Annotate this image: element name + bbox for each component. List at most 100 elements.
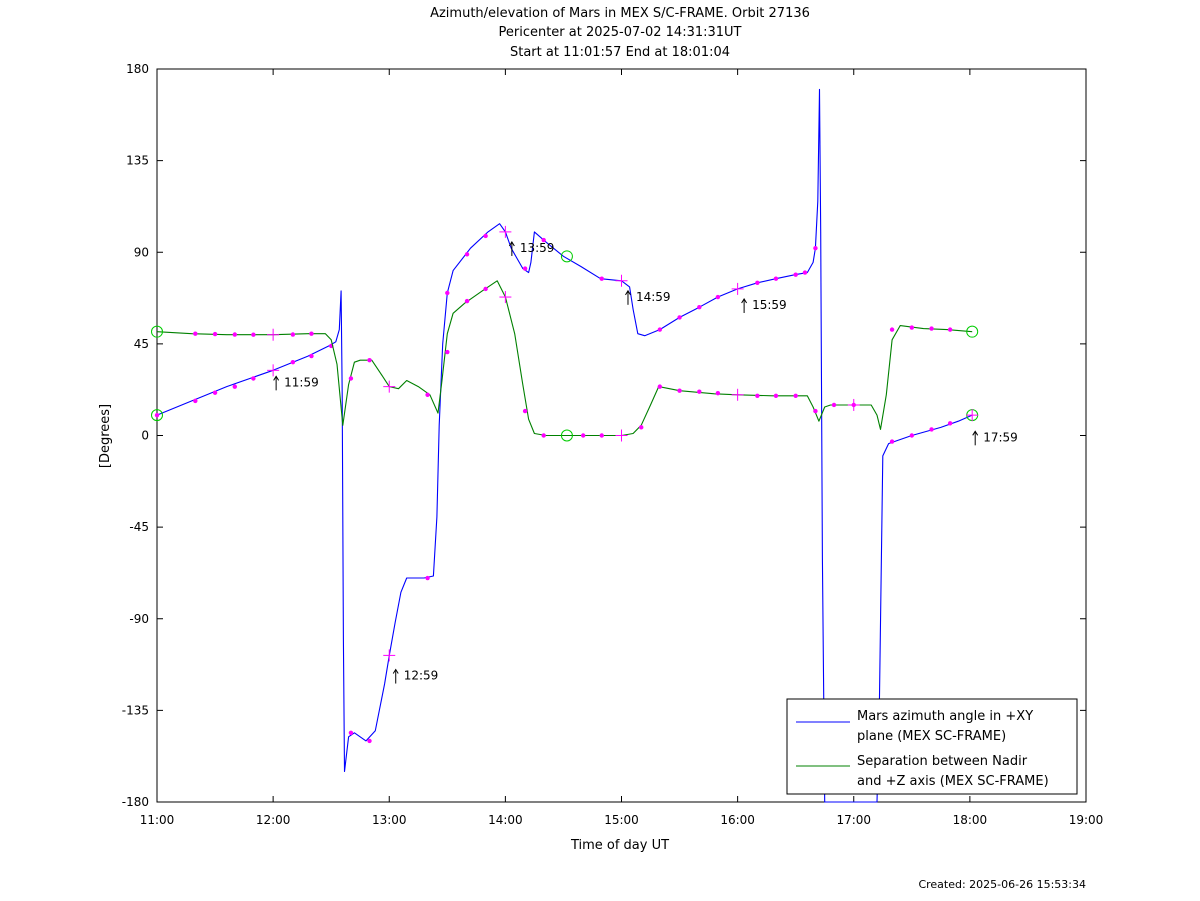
- series-layer: [151, 88, 979, 803]
- legend-label-separation-line-2: and +Z axis (MEX SC-FRAME): [857, 774, 1049, 789]
- series-line-azimuth: [156, 88, 973, 803]
- point-marker-separation: [813, 408, 818, 414]
- point-marker-separation: [541, 433, 546, 438]
- point-marker-separation: [909, 325, 915, 330]
- point-marker-azimuth: [309, 353, 314, 359]
- point-marker-azimuth: [464, 252, 470, 257]
- legend-label-separation-line-1: Separation between Nadir: [857, 754, 1028, 769]
- y-tick-label: -135: [122, 703, 149, 717]
- annotation-time-label: 17:59: [983, 430, 1018, 444]
- point-marker-separation: [367, 357, 372, 363]
- x-tick-label: 14:00: [488, 813, 523, 827]
- y-tick-label: 0: [141, 429, 149, 443]
- legend-label-azimuth-line-1: Mars azimuth angle in +XY: [857, 709, 1033, 724]
- y-tick-label: -180: [122, 795, 149, 809]
- point-marker-separation: [232, 332, 238, 337]
- point-marker-azimuth: [773, 276, 779, 281]
- x-tick-label: 19:00: [1069, 813, 1104, 827]
- point-marker-azimuth: [425, 575, 430, 581]
- annotation-time-label: 12:59: [404, 669, 439, 683]
- x-tick-label: 12:00: [256, 813, 291, 827]
- y-axis-label: [Degrees]: [98, 404, 113, 468]
- point-marker-azimuth: [697, 305, 702, 310]
- y-axis-ticks: 180 135 90 45 0 -45 -90 -135 -180: [122, 62, 1086, 809]
- annotation-time-label: 14:59: [636, 290, 671, 304]
- x-tick-label: 17:00: [836, 813, 871, 827]
- point-marker-azimuth: [929, 427, 934, 432]
- chart-title-line-1: Azimuth/elevation of Mars in MEX S/C-FRA…: [430, 6, 810, 21]
- y-tick-label: 90: [134, 245, 149, 259]
- created-timestamp: Created: 2025-06-26 15:53:34: [918, 878, 1086, 891]
- point-marker-separation: [193, 331, 198, 336]
- point-marker-separation: [599, 433, 604, 438]
- annotation-arrow-head: [741, 298, 748, 304]
- point-marker-separation: [425, 392, 430, 397]
- point-marker-azimuth: [483, 233, 488, 239]
- point-marker-separation: [290, 332, 296, 337]
- point-marker-azimuth: [522, 266, 528, 271]
- legend-box: [786, 698, 1078, 795]
- point-marker-azimuth: [154, 412, 160, 418]
- x-tick-label: 16:00: [720, 813, 755, 827]
- circle-marker-azimuth: [560, 250, 573, 263]
- point-marker-azimuth: [889, 439, 895, 444]
- annotation-arrow-head: [273, 375, 280, 381]
- chart-title-block: Azimuth/elevation of Mars in MEX S/C-FRA…: [430, 6, 810, 60]
- point-marker-azimuth: [193, 398, 198, 404]
- point-marker-separation: [483, 286, 488, 292]
- point-marker-separation: [309, 331, 314, 336]
- point-marker-azimuth: [813, 245, 818, 251]
- point-marker-azimuth: [348, 730, 354, 735]
- point-marker-azimuth: [909, 433, 915, 438]
- point-marker-separation: [929, 326, 934, 331]
- point-marker-azimuth: [290, 360, 296, 365]
- y-tick-label: 135: [126, 154, 149, 168]
- point-marker-azimuth: [793, 272, 798, 277]
- point-marker-azimuth: [677, 315, 682, 320]
- annotation-arrow-head: [508, 241, 515, 247]
- annotation-arrow-head: [625, 289, 631, 296]
- point-marker-azimuth: [251, 376, 256, 381]
- point-marker-separation: [831, 402, 837, 408]
- point-marker-separation: [677, 388, 682, 393]
- circle-marker-separation: [151, 325, 163, 338]
- chart-title-line-3: Start at 11:01:57 End at 18:01:04: [510, 45, 730, 60]
- point-marker-azimuth: [715, 294, 721, 300]
- circle-marker-separation: [966, 325, 979, 338]
- point-marker-separation: [773, 393, 779, 398]
- y-tick-label: -45: [129, 520, 149, 534]
- point-marker-separation: [715, 390, 721, 396]
- chart-title-line-2: Pericenter at 2025-07-02 14:31:31UT: [498, 25, 741, 40]
- point-marker-separation: [639, 425, 644, 430]
- point-marker-azimuth: [599, 276, 604, 281]
- x-axis-ticks: 11:00 12:00 13:00 14:00 15:00 16:00 17:00 18:00…: [140, 69, 1104, 827]
- annotation-layer: 11:59 12:59 13:59 14:59 15:59 17:59: [273, 241, 1018, 684]
- y-tick-label: 45: [134, 337, 149, 351]
- point-marker-separation: [464, 298, 470, 304]
- legend-label-azimuth-line-2: plane (MEX SC-FRAME): [857, 729, 1006, 744]
- point-marker-separation: [251, 332, 256, 337]
- annotation-time-label: 11:59: [284, 375, 319, 389]
- point-marker-separation: [697, 389, 702, 394]
- point-marker-separation: [522, 408, 528, 414]
- point-marker-azimuth: [802, 270, 808, 275]
- point-marker-separation: [212, 331, 218, 337]
- y-tick-label: -90: [129, 612, 149, 626]
- point-marker-separation: [580, 433, 586, 438]
- x-tick-label: 15:00: [604, 813, 639, 827]
- legend: Mars azimuth angle in +XY plane (MEX SC-…: [786, 698, 1078, 795]
- annotation-arrow-head: [972, 430, 979, 436]
- point-marker-azimuth: [541, 237, 546, 243]
- point-marker-azimuth: [947, 421, 953, 426]
- point-marker-separation: [657, 384, 663, 389]
- point-marker-azimuth: [657, 327, 663, 332]
- series-line-separation: [156, 280, 973, 437]
- point-marker-azimuth: [212, 390, 218, 395]
- point-marker-separation: [793, 393, 798, 398]
- x-tick-label: 13:00: [372, 813, 407, 827]
- annotation-arrow-head: [392, 668, 399, 674]
- point-marker-azimuth: [445, 290, 450, 296]
- circle-marker-azimuth: [151, 409, 163, 422]
- point-marker-separation: [348, 376, 354, 381]
